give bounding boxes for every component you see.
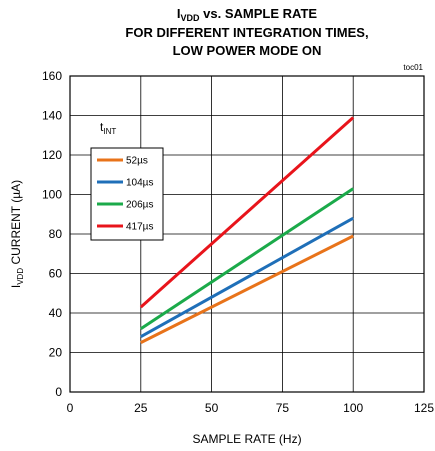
y-tick-label: 80	[49, 227, 63, 241]
series-lines	[139, 116, 355, 344]
y-tick-label: 160	[42, 69, 62, 83]
figure-tag: toc01	[403, 63, 423, 72]
plot-frame	[69, 75, 425, 393]
y-tick-label: 100	[42, 188, 62, 202]
legend-label: 104µs	[126, 178, 153, 189]
x-tick-label: 125	[414, 401, 434, 415]
y-tick-label: 0	[55, 385, 62, 399]
chart-title-line-3: LOW POWER MODE ON	[173, 43, 322, 58]
series-line	[140, 216, 354, 339]
x-tick-label: 75	[276, 401, 290, 415]
legend-label: 52µs	[126, 156, 148, 167]
x-tick-label: 25	[134, 401, 148, 415]
y-tick-label: 120	[42, 148, 62, 162]
y-axis-label: IVDD CURRENT (µA)	[9, 180, 25, 288]
x-axis-label: SAMPLE RATE (Hz)	[192, 432, 301, 446]
x-tick-label: 100	[343, 401, 363, 415]
y-ticks: 0 20 40 60 80 100 120 140 160	[42, 69, 62, 399]
series-line	[139, 116, 355, 309]
chart-title-line-2: FOR DIFFERENT INTEGRATION TIMES,	[125, 25, 368, 40]
y-tick-label: 20	[49, 346, 63, 360]
y-tick-label: 140	[42, 109, 62, 123]
x-tick-label: 50	[205, 401, 219, 415]
legend-title: tINT	[100, 120, 116, 136]
chart-title-line-1: IVDD vs. SAMPLE RATE	[177, 6, 317, 23]
legend: tINT 52µs 104µs 206µs 417µs	[90, 120, 164, 241]
legend-label: 206µs	[126, 200, 153, 211]
legend-label: 417µs	[126, 222, 153, 233]
legend-items: 52µs 104µs 206µs 417µs	[97, 156, 153, 233]
y-tick-label: 40	[49, 306, 63, 320]
x-ticks: 0 25 50 75 100 125	[67, 401, 435, 415]
x-tick-label: 0	[67, 401, 74, 415]
series-line	[139, 187, 355, 331]
y-tick-label: 60	[49, 267, 63, 281]
series-line	[140, 234, 354, 344]
